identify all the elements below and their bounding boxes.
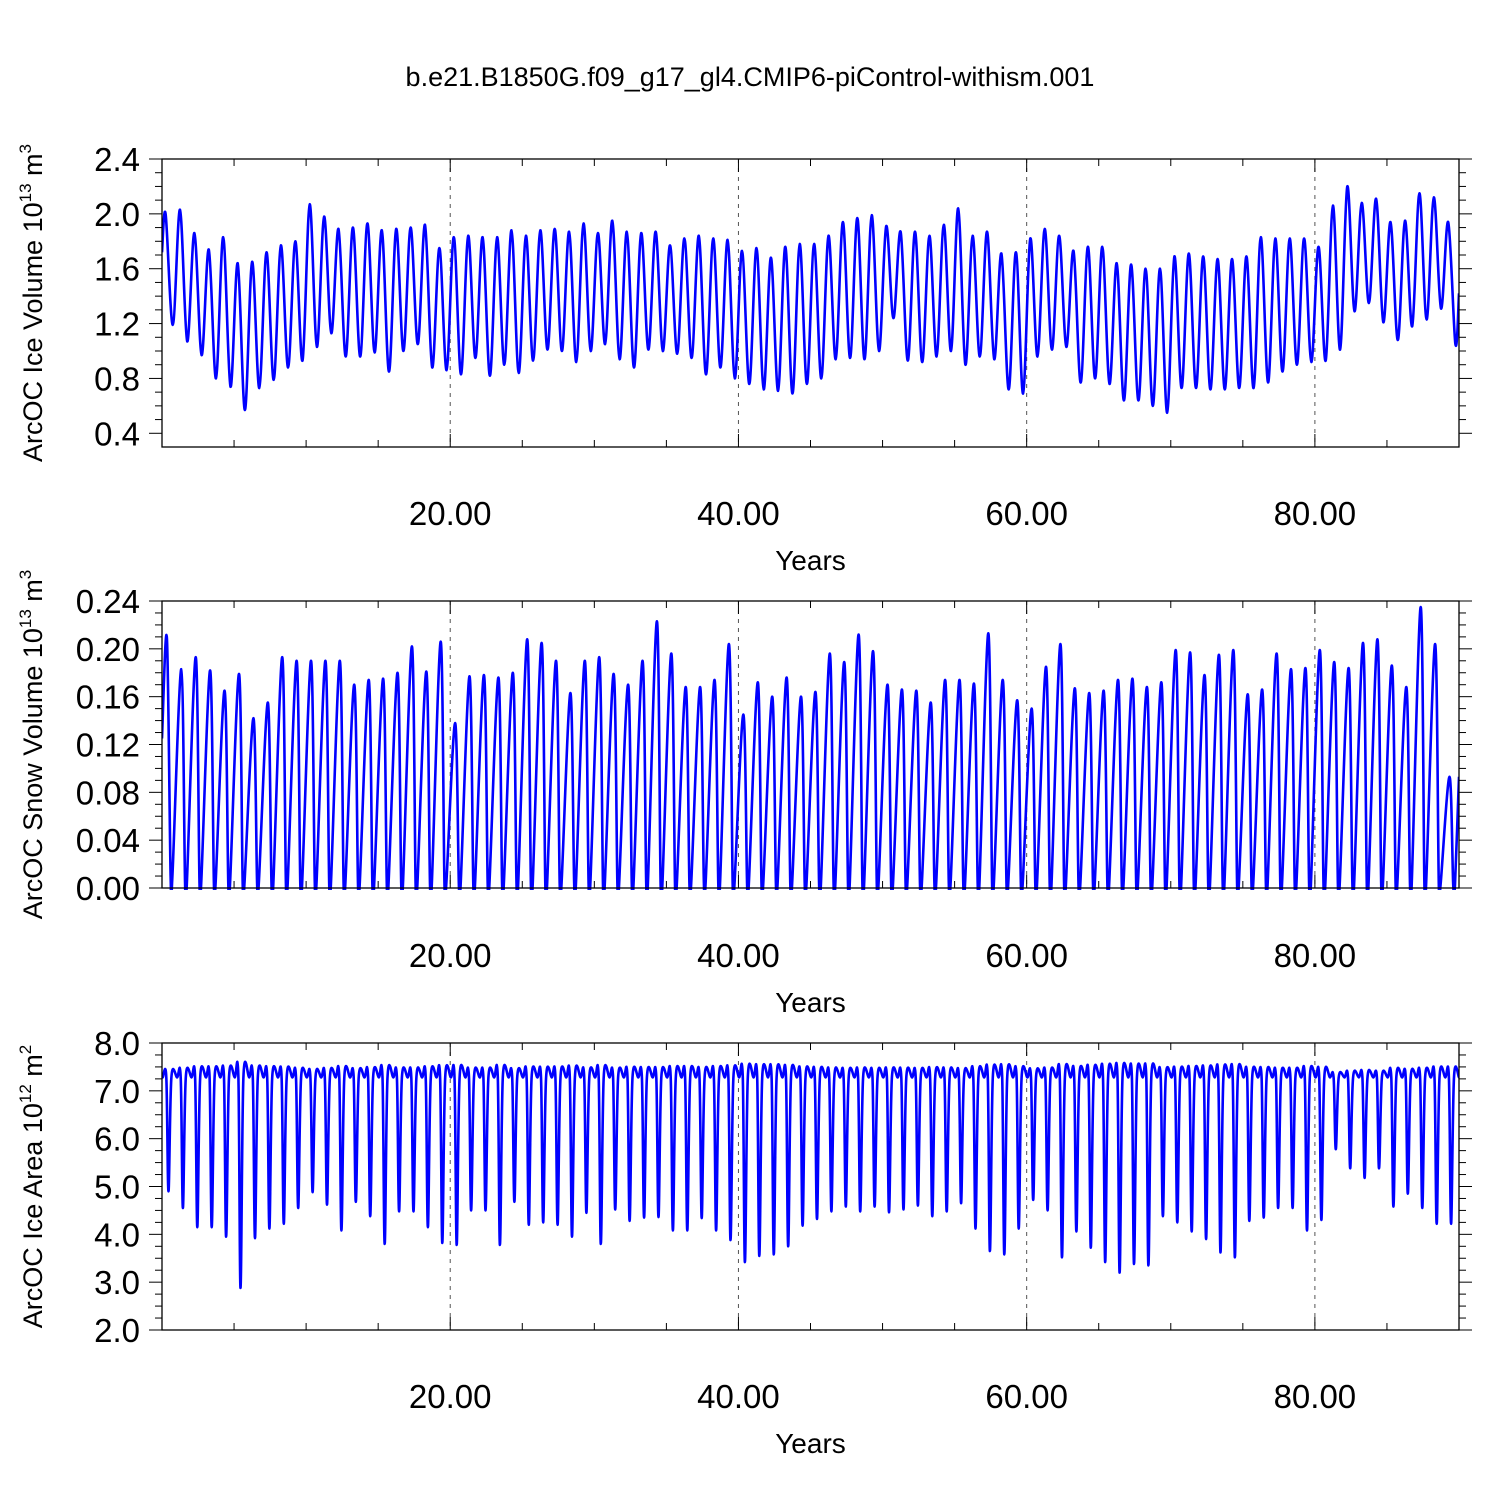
y-axis-title-main: ArcOC Snow Volume 10 <box>18 628 48 919</box>
y-axis-title-exponent: 13 <box>16 609 35 628</box>
ytick-label: 5.0 <box>94 1169 140 1206</box>
y-axis-title-unit-exponent: 3 <box>16 144 35 153</box>
ytick-label: 6.0 <box>94 1121 140 1158</box>
xtick-label: 80.00 <box>1274 937 1357 974</box>
xtick-label: 60.00 <box>985 495 1068 532</box>
x-axis-title: Years <box>775 545 846 576</box>
xtick-label: 20.00 <box>409 937 492 974</box>
data-series-line-3 <box>162 1060 1459 1290</box>
y-axis-title: ArcOC Snow Volume 1013 m3 <box>16 570 48 920</box>
ytick-label: 2.0 <box>94 1312 140 1349</box>
x-axis-title: Years <box>775 987 846 1018</box>
y-axis-title-exponent: 13 <box>16 183 35 202</box>
xtick-label: 20.00 <box>409 1378 492 1415</box>
ytick-label: 0.8 <box>94 360 140 397</box>
y-axis-title-main: ArcOC Ice Volume 10 <box>18 202 48 462</box>
ytick-label: 0.12 <box>76 727 140 764</box>
xtick-label: 80.00 <box>1274 1378 1357 1415</box>
chart-panel-1: 20.00 40.00 60.00 80.00 Years 0.4 0.8 1.2 1.6 2.0… <box>16 141 1472 576</box>
y-axis-title: ArcOC Ice Volume 1013 m3 <box>16 144 48 462</box>
ytick-label: 7.0 <box>94 1073 140 1110</box>
ytick-label: 0.08 <box>76 774 140 811</box>
ytick-label: 1.2 <box>94 306 140 343</box>
ytick-label: 2.4 <box>94 141 140 178</box>
y-axis-title-exponent: 12 <box>16 1084 35 1103</box>
ytick-label: 1.6 <box>94 251 140 288</box>
ytick-label: 3.0 <box>94 1264 140 1301</box>
y-axis-title-main: ArcOC Ice Area 10 <box>18 1103 48 1328</box>
xtick-label: 80.00 <box>1274 495 1357 532</box>
ytick-label: 2.0 <box>94 196 140 233</box>
ytick-label: 4.0 <box>94 1216 140 1253</box>
ytick-label: 0.04 <box>76 822 140 859</box>
chart-panel-3: 20.00 40.00 60.00 80.00 Years 2.0 3.0 4.0 5.0 6.0… <box>16 1025 1472 1459</box>
ytick-label: 0.00 <box>76 870 140 907</box>
chart-title: b.e21.B1850G.f09_g17_gl4.CMIP6-piControl… <box>405 62 1095 92</box>
ytick-label: 0.20 <box>76 631 140 668</box>
xtick-label: 40.00 <box>697 937 780 974</box>
data-series-line-1 <box>162 185 1459 415</box>
xtick-label: 40.00 <box>697 1378 780 1415</box>
ytick-label: 0.4 <box>94 415 140 452</box>
y-axis-title-unit: m <box>18 579 48 609</box>
y-axis-title: ArcOC Ice Area 1012 m2 <box>16 1045 48 1329</box>
xtick-label: 20.00 <box>409 495 492 532</box>
y-axis-title-unit: m <box>18 1054 48 1084</box>
chart-panel-2: 20.00 40.00 60.00 80.00 Years 0.00 0.04 0.08 0.1… <box>16 570 1472 1018</box>
x-axis-title: Years <box>775 1428 846 1459</box>
y-axis-title-unit-exponent: 3 <box>16 570 35 579</box>
y-axis-title-unit-exponent: 2 <box>16 1045 35 1054</box>
xtick-label: 60.00 <box>985 937 1068 974</box>
y-axis-title-unit: m <box>18 153 48 183</box>
ytick-label: 0.24 <box>76 583 140 620</box>
ytick-label: 0.16 <box>76 679 140 716</box>
data-series-line-2 <box>162 605 1459 890</box>
xtick-label: 60.00 <box>985 1378 1068 1415</box>
ytick-label: 8.0 <box>94 1025 140 1062</box>
xtick-label: 40.00 <box>697 495 780 532</box>
